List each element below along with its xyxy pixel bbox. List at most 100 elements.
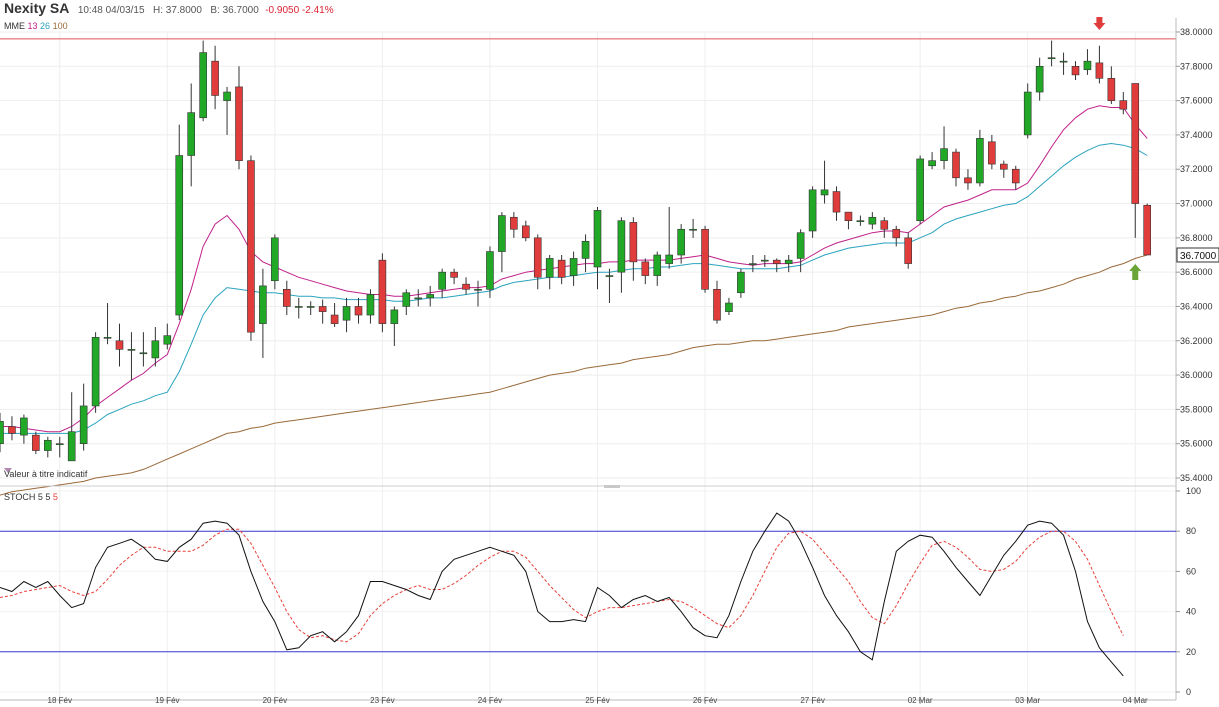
candle-down: [450, 271, 458, 278]
buy-arrow-icon: [1129, 264, 1142, 280]
ema-100-legend: 100: [52, 21, 68, 31]
candle-up: [20, 417, 28, 436]
candle-down: [1011, 168, 1020, 184]
candle-up: [820, 189, 829, 196]
candle-down: [557, 259, 566, 278]
stoch-d-line: [0, 528, 1124, 643]
date-tick-label: 03 Mar: [1015, 696, 1040, 705]
stoch-d-period: 5: [45, 492, 51, 502]
stoch-legend-label: STOCH: [4, 492, 36, 502]
candle-up: [569, 258, 578, 276]
candle-down: [378, 259, 387, 324]
ema-13-legend: 13: [27, 21, 38, 31]
date-axis: 18 Fév 19 Fév 20 Fév 23 Fév 24 Fév 25 Fév 26 F…: [0, 696, 1176, 705]
ema-26-legend: 26: [40, 21, 51, 31]
price-tick-label: 38.0000: [1180, 27, 1213, 37]
date-tick-label: 27 Fév: [800, 696, 824, 705]
price-axis: 35.4000 35.6000 35.8000 36.0000 36.2000 36.40…: [1175, 18, 1219, 700]
candle-up: [486, 251, 494, 290]
date-tick-label: 19 Fév: [155, 696, 179, 705]
candle-down: [832, 191, 841, 213]
candle-down: [1131, 83, 1140, 204]
candle-up: [342, 306, 351, 321]
candle-down: [318, 306, 327, 312]
candle-down: [880, 220, 889, 230]
candle-up: [653, 254, 662, 276]
candle-down: [354, 306, 363, 316]
candle-up: [868, 216, 877, 225]
last-price-label: 36.7000: [1180, 251, 1217, 262]
candle-down: [641, 261, 650, 276]
date-tick-label: 23 Fév: [370, 696, 394, 705]
candle-up: [438, 271, 446, 290]
candle-up: [760, 259, 769, 262]
candle-down: [1071, 66, 1080, 76]
candle-up: [796, 232, 805, 259]
candle-up: [175, 155, 184, 316]
price-tick-label: 35.4000: [1180, 473, 1213, 483]
candle-up: [749, 263, 757, 265]
candle-up: [593, 210, 602, 268]
date-tick-label: 26 Fév: [693, 696, 717, 705]
date-tick-label: 18 Fév: [48, 696, 72, 705]
candle-up: [689, 228, 697, 231]
candle-up: [67, 431, 76, 462]
candle-down: [510, 216, 518, 230]
candle-up: [91, 337, 100, 407]
candle-up: [414, 297, 423, 300]
ema-legend[interactable]: MME 13 26 100: [4, 21, 68, 31]
candle-down: [282, 289, 291, 307]
candle-up: [306, 306, 315, 308]
candle-up: [808, 189, 817, 232]
candle-up: [366, 294, 375, 316]
candle-up: [79, 405, 88, 444]
price-tick-label: 36.6000: [1180, 267, 1213, 277]
candle-up: [151, 340, 160, 359]
candle-up: [1059, 60, 1068, 63]
stoch-k-period: 5: [37, 492, 43, 502]
info-marker-icon: [4, 468, 12, 473]
price-tick-label: 36.8000: [1180, 233, 1213, 243]
ema-100-path: [0, 254, 1148, 496]
stoch-legend[interactable]: STOCH 5 5 5: [4, 492, 58, 502]
candle-down: [8, 426, 16, 434]
price-tick-label: 37.6000: [1180, 96, 1213, 106]
candle-up: [581, 240, 590, 259]
candle-up: [677, 228, 685, 256]
candle-down: [1143, 204, 1151, 256]
candle-up: [199, 52, 207, 119]
candle-down: [247, 160, 255, 333]
candle-up: [976, 138, 984, 184]
candle-down: [1107, 78, 1116, 101]
candle-up: [390, 309, 399, 324]
candle-down: [32, 434, 40, 451]
candle-up: [605, 275, 614, 277]
candlestick-series: [0, 40, 1151, 462]
ema-legend-label: MME: [4, 21, 25, 31]
candle-up: [1047, 57, 1056, 60]
candle-up: [725, 302, 733, 312]
candle-up: [402, 292, 411, 307]
candle-up: [784, 259, 793, 264]
instrument-name: Nexity SA: [4, 0, 70, 16]
candle-up: [617, 220, 626, 273]
price-tick-label: 35.8000: [1180, 404, 1213, 414]
candle-down: [999, 163, 1008, 170]
candle-up: [856, 220, 865, 222]
pane-resize-handle[interactable]: [604, 485, 620, 488]
candle-up: [545, 258, 554, 278]
date-tick-label: 04 Mar: [1123, 696, 1148, 705]
stoch-tick-label: 60: [1186, 566, 1196, 576]
candle-up: [187, 112, 195, 156]
candle-up: [163, 335, 172, 345]
candle-up: [1035, 66, 1044, 93]
candle-up: [1083, 60, 1092, 71]
stoch-tick-label: 100: [1186, 486, 1201, 496]
candle-up: [1023, 91, 1032, 136]
quote-time: 10:48 04/03/15: [77, 5, 145, 16]
candle-down: [629, 222, 638, 263]
stochastic-series: [0, 512, 1124, 677]
stoch-levels: [0, 530, 1176, 653]
candle-down: [904, 237, 913, 264]
candle-down: [772, 259, 781, 264]
